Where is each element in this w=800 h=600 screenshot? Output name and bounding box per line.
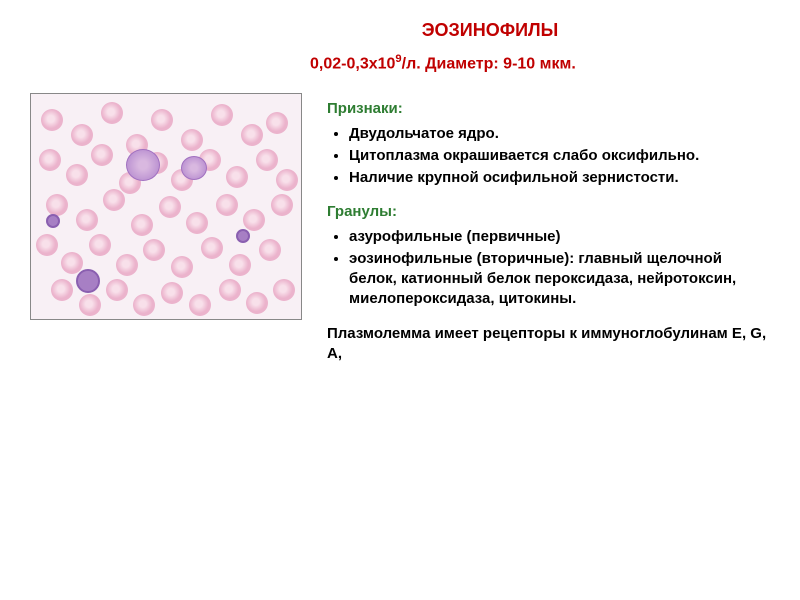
list-item: эозинофильные (вторичные): главный щелоч… [349, 249, 770, 310]
rbc-cell [79, 294, 101, 316]
rbc-cell [151, 109, 173, 131]
rbc-cell [276, 169, 298, 191]
rbc-cell [106, 279, 128, 301]
rbc-cell [181, 129, 203, 151]
rbc-cell [161, 282, 183, 304]
text-area: Признаки: Двудольчатое ядро.Цитоплазма о… [327, 93, 770, 364]
wbc-cell [236, 229, 250, 243]
wbc-cell [76, 269, 100, 293]
rbc-cell [226, 166, 248, 188]
wbc-cell [46, 214, 60, 228]
image-area [30, 93, 302, 364]
rbc-cell [216, 194, 238, 216]
granules-label: Гранулы: [327, 202, 770, 222]
features-label: Признаки: [327, 99, 770, 119]
eos-cell [126, 149, 160, 181]
rbc-cell [143, 239, 165, 261]
title-text: ЭОЗИНОФИЛЫ [422, 20, 559, 40]
rbc-cell [256, 149, 278, 171]
rbc-cell [116, 254, 138, 276]
granules-list: азурофильные (первичные)эозинофильные (в… [327, 227, 770, 310]
rbc-cell [66, 164, 88, 186]
rbc-cell [103, 189, 125, 211]
rbc-cell [273, 279, 295, 301]
rbc-cell [76, 209, 98, 231]
rbc-cell [131, 214, 153, 236]
rbc-cell [266, 112, 288, 134]
subtitle-suffix: /л. Диаметр: 9-10 мкм. [402, 55, 576, 72]
rbc-cell [46, 194, 68, 216]
rbc-cell [211, 104, 233, 126]
list-item: азурофильные (первичные) [349, 227, 770, 247]
rbc-cell [271, 194, 293, 216]
rbc-cell [259, 239, 281, 261]
page-title: ЭОЗИНОФИЛЫ [30, 20, 770, 41]
rbc-cell [201, 237, 223, 259]
rbc-cell [246, 292, 268, 314]
list-item: Двудольчатое ядро. [349, 124, 770, 144]
rbc-cell [41, 109, 63, 131]
microscopy-image [30, 93, 302, 320]
rbc-cell [159, 196, 181, 218]
rbc-cell [243, 209, 265, 231]
rbc-cell [91, 144, 113, 166]
subtitle: 0,02-0,3х109/л. Диаметр: 9-10 мкм. [30, 53, 770, 73]
eos-cell [181, 156, 207, 180]
list-item: Наличие крупной осифильной зернистости. [349, 168, 770, 188]
list-item: Цитоплазма окрашивается слабо оксифильно… [349, 146, 770, 166]
rbc-cell [171, 256, 193, 278]
rbc-cell [101, 102, 123, 124]
rbc-cell [186, 212, 208, 234]
rbc-cell [189, 294, 211, 316]
rbc-cell [51, 279, 73, 301]
rbc-cell [36, 234, 58, 256]
rbc-cell [71, 124, 93, 146]
rbc-cell [241, 124, 263, 146]
subtitle-prefix: 0,02-0,3х10 [310, 55, 395, 72]
rbc-cell [39, 149, 61, 171]
content-row: Признаки: Двудольчатое ядро.Цитоплазма о… [30, 93, 770, 364]
rbc-cell [133, 294, 155, 316]
rbc-cell [219, 279, 241, 301]
features-list: Двудольчатое ядро.Цитоплазма окрашиваетс… [327, 124, 770, 189]
rbc-cell [89, 234, 111, 256]
footer-text: Плазмолемма имеет рецепторы к иммуноглоб… [327, 324, 770, 365]
rbc-cell [229, 254, 251, 276]
